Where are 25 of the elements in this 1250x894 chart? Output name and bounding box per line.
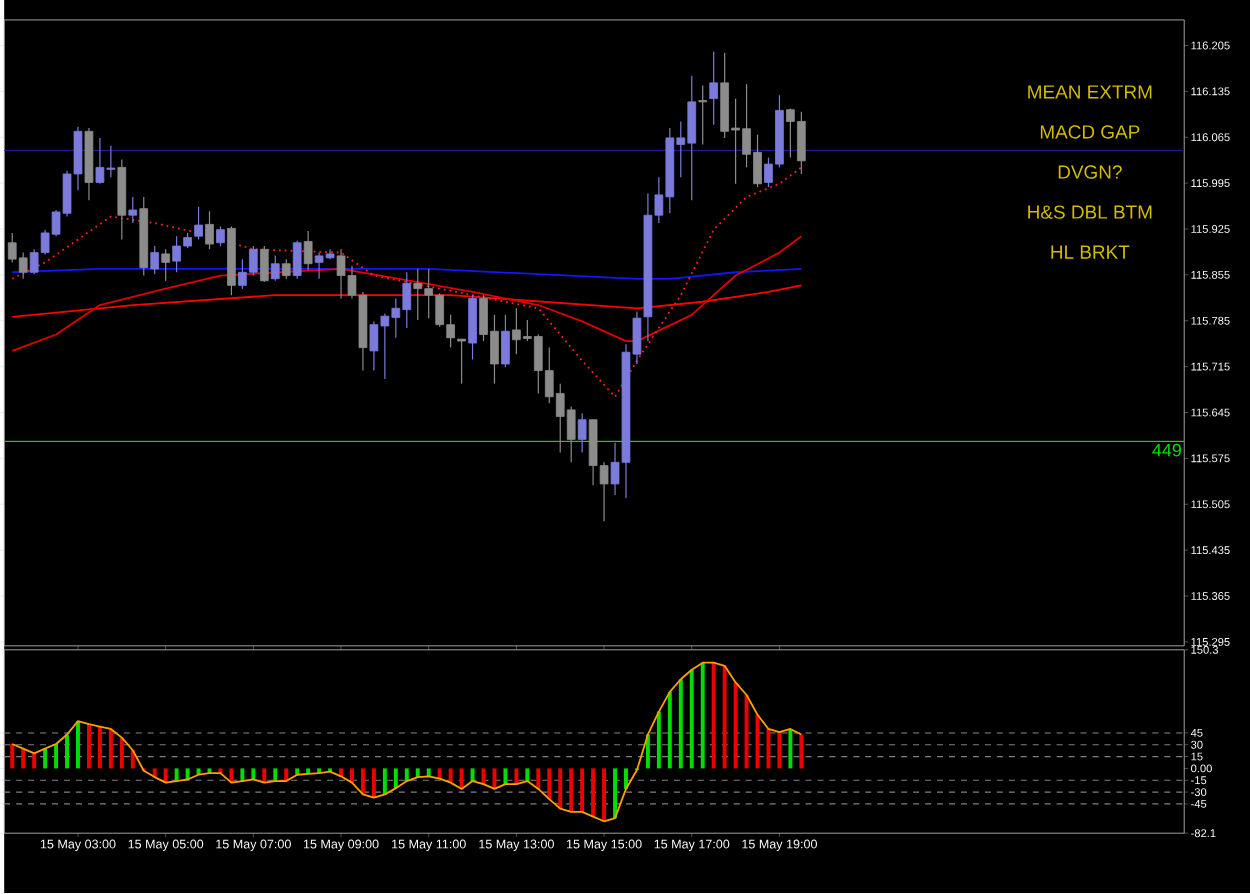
- annotation: MEAN EXTRM: [1028, 85, 1152, 99]
- annotation: DVGN?: [1058, 165, 1122, 180]
- candlestick: [259, 245, 269, 284]
- candlestick: [303, 230, 313, 272]
- candlestick: [150, 245, 160, 276]
- annotation: MACD GAP: [1040, 125, 1140, 140]
- candlestick: [281, 259, 291, 280]
- candlestick: [205, 211, 214, 251]
- candlestick: [501, 314, 510, 369]
- candlestick: [709, 51, 719, 126]
- candlestick: [128, 196, 138, 225]
- annotation: 449: [1152, 444, 1181, 457]
- candlestick: [698, 85, 708, 146]
- annotation: HL BRKT: [1051, 246, 1130, 260]
- candlestick: [292, 240, 302, 280]
- annotation: H&S DBL BTM: [1028, 205, 1152, 220]
- candlestick: [457, 339, 466, 385]
- candlestick: [270, 255, 280, 282]
- candlestick: [117, 159, 127, 241]
- line-series: [11, 662, 803, 823]
- candlestick: [161, 249, 171, 282]
- candlestick: [468, 295, 477, 361]
- candlestick: [577, 413, 587, 454]
- candlestick: [194, 206, 203, 241]
- candlestick: [216, 226, 225, 248]
